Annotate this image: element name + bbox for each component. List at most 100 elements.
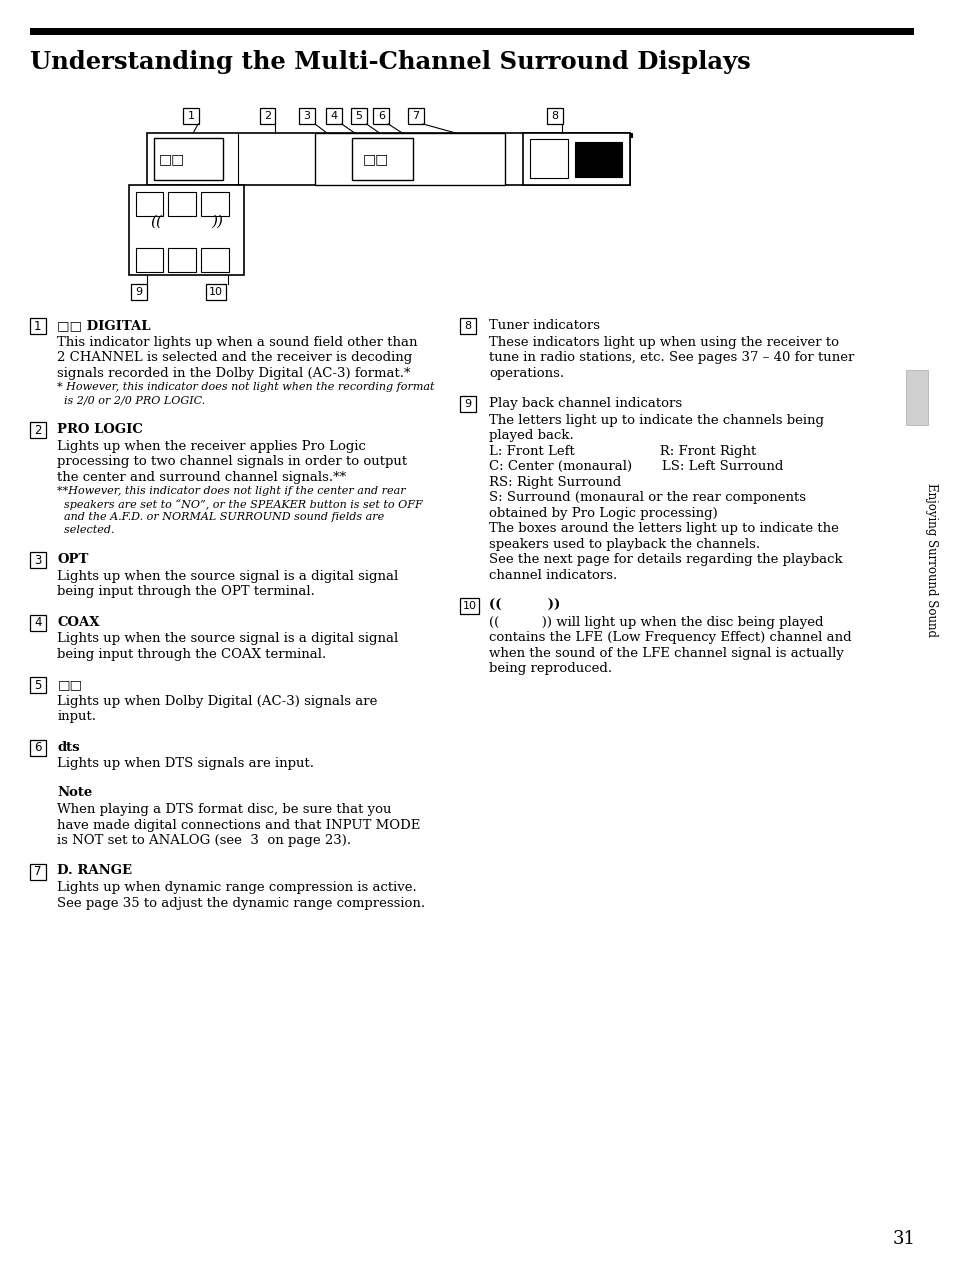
Text: contains the LFE (Low Frequency Effect) channel and: contains the LFE (Low Frequency Effect) … bbox=[489, 631, 851, 643]
Text: OPT: OPT bbox=[57, 553, 89, 566]
Text: 7: 7 bbox=[34, 865, 41, 878]
Text: ((          )): (( )) bbox=[489, 599, 560, 612]
Text: L: Front Left                    R: Front Right: L: Front Left R: Front Right bbox=[489, 445, 756, 457]
Bar bbox=[131, 284, 147, 299]
Text: ((: (( bbox=[151, 215, 162, 229]
Text: 4: 4 bbox=[330, 111, 337, 121]
Bar bbox=[459, 396, 475, 412]
Text: 8: 8 bbox=[551, 111, 558, 121]
Bar bbox=[30, 614, 46, 631]
Bar bbox=[546, 108, 562, 124]
Text: D. RANGE: D. RANGE bbox=[57, 865, 132, 878]
Text: being input through the OPT terminal.: being input through the OPT terminal. bbox=[57, 585, 315, 598]
Bar bbox=[129, 185, 243, 275]
Text: 1: 1 bbox=[188, 111, 194, 121]
Text: Play back channel indicators: Play back channel indicators bbox=[489, 397, 681, 410]
Text: 5: 5 bbox=[34, 679, 41, 692]
Text: C: Center (monaural)       LS: Left Surround: C: Center (monaural) LS: Left Surround bbox=[489, 460, 783, 473]
Text: See page 35 to adjust the dynamic range compression.: See page 35 to adjust the dynamic range … bbox=[57, 897, 425, 910]
Text: □□: □□ bbox=[57, 678, 82, 691]
Bar bbox=[259, 108, 275, 124]
Bar bbox=[30, 864, 46, 879]
Bar bbox=[201, 248, 229, 273]
Bar bbox=[30, 318, 46, 334]
Bar bbox=[326, 108, 341, 124]
Text: RS: Right Surround: RS: Right Surround bbox=[489, 475, 621, 488]
Text: being reproduced.: being reproduced. bbox=[489, 662, 612, 675]
Bar bbox=[351, 108, 366, 124]
Text: operations.: operations. bbox=[489, 367, 564, 380]
Text: )): )) bbox=[211, 215, 223, 229]
Bar bbox=[30, 676, 46, 693]
Bar bbox=[153, 138, 223, 180]
Text: is 2/0 or 2/0 PRO LOGIC.: is 2/0 or 2/0 PRO LOGIC. bbox=[57, 395, 206, 405]
Text: channel indicators.: channel indicators. bbox=[489, 568, 617, 581]
Text: □□: □□ bbox=[158, 152, 184, 166]
Text: 10: 10 bbox=[209, 287, 223, 297]
Text: Lights up when DTS signals are input.: Lights up when DTS signals are input. bbox=[57, 757, 314, 769]
Text: **However, this indicator does not light if the center and rear: **However, this indicator does not light… bbox=[57, 485, 406, 496]
Bar bbox=[522, 132, 629, 185]
Text: Note: Note bbox=[57, 786, 92, 800]
Bar bbox=[30, 28, 914, 34]
Text: Lights up when dynamic range compression is active.: Lights up when dynamic range compression… bbox=[57, 882, 416, 894]
Text: 2 CHANNEL is selected and the receiver is decoding: 2 CHANNEL is selected and the receiver i… bbox=[57, 352, 413, 364]
Text: 10: 10 bbox=[462, 601, 476, 612]
Text: * However, this indicator does not light when the recording format: * However, this indicator does not light… bbox=[57, 382, 435, 392]
Text: speakers are set to “NO”, or the SPEAKER button is set to OFF: speakers are set to “NO”, or the SPEAKER… bbox=[57, 499, 423, 510]
Text: 3: 3 bbox=[303, 111, 311, 121]
Bar bbox=[314, 132, 505, 185]
Text: processing to two channel signals in order to output: processing to two channel signals in ord… bbox=[57, 455, 407, 468]
Text: Lights up when Dolby Digital (AC-3) signals are: Lights up when Dolby Digital (AC-3) sign… bbox=[57, 694, 377, 707]
Text: and the A.F.D. or NORMAL SURROUND sound fields are: and the A.F.D. or NORMAL SURROUND sound … bbox=[57, 512, 384, 522]
Text: Lights up when the source signal is a digital signal: Lights up when the source signal is a di… bbox=[57, 632, 398, 645]
Text: □□ DIGITAL: □□ DIGITAL bbox=[57, 318, 151, 333]
Bar bbox=[30, 739, 46, 755]
Text: 7: 7 bbox=[412, 111, 419, 121]
Text: □□: □□ bbox=[362, 152, 388, 166]
Bar bbox=[169, 248, 196, 273]
Text: played back.: played back. bbox=[489, 429, 574, 442]
Text: input.: input. bbox=[57, 710, 96, 724]
Text: These indicators light up when using the receiver to: These indicators light up when using the… bbox=[489, 335, 839, 349]
Bar bbox=[352, 138, 413, 180]
Bar bbox=[30, 422, 46, 438]
Text: speakers used to playback the channels.: speakers used to playback the channels. bbox=[489, 538, 760, 550]
Bar bbox=[201, 192, 229, 217]
Text: is NOT set to ANALOG (see  3  on page 23).: is NOT set to ANALOG (see 3 on page 23). bbox=[57, 834, 352, 847]
Text: dts: dts bbox=[57, 740, 80, 753]
Text: Lights up when the source signal is a digital signal: Lights up when the source signal is a di… bbox=[57, 569, 398, 582]
Text: The boxes around the letters light up to indicate the: The boxes around the letters light up to… bbox=[489, 522, 839, 535]
Bar bbox=[169, 192, 196, 217]
Text: 2: 2 bbox=[34, 423, 41, 437]
Text: COAX: COAX bbox=[57, 615, 100, 628]
Text: See the next page for details regarding the playback: See the next page for details regarding … bbox=[489, 553, 842, 566]
Text: The letters light up to indicate the channels being: The letters light up to indicate the cha… bbox=[489, 414, 823, 427]
Text: Lights up when the receiver applies Pro Logic: Lights up when the receiver applies Pro … bbox=[57, 440, 366, 452]
Text: 2: 2 bbox=[264, 111, 271, 121]
Text: selected.: selected. bbox=[57, 525, 115, 535]
Text: when the sound of the LFE channel signal is actually: when the sound of the LFE channel signal… bbox=[489, 646, 843, 660]
Text: When playing a DTS format disc, be sure that you: When playing a DTS format disc, be sure … bbox=[57, 803, 392, 817]
Text: have made digital connections and that INPUT MODE: have made digital connections and that I… bbox=[57, 818, 420, 832]
Text: Understanding the Multi-Channel Surround Displays: Understanding the Multi-Channel Surround… bbox=[30, 50, 750, 74]
Bar bbox=[30, 552, 46, 568]
Bar bbox=[206, 284, 226, 299]
Bar bbox=[135, 248, 163, 273]
Text: the center and surround channel signals.**: the center and surround channel signals.… bbox=[57, 470, 346, 484]
Bar bbox=[147, 132, 632, 138]
Text: ((          )) will light up when the disc being played: (( )) will light up when the disc being … bbox=[489, 615, 823, 628]
Text: Enjoying Surround Sound: Enjoying Surround Sound bbox=[923, 483, 937, 637]
Text: 8: 8 bbox=[463, 321, 471, 331]
Bar bbox=[374, 108, 389, 124]
Text: being input through the COAX terminal.: being input through the COAX terminal. bbox=[57, 647, 326, 660]
Text: 6: 6 bbox=[34, 741, 41, 754]
Text: 3: 3 bbox=[34, 553, 41, 567]
Text: PRO LOGIC: PRO LOGIC bbox=[57, 423, 143, 436]
Text: S: Surround (monaural or the rear components: S: Surround (monaural or the rear compon… bbox=[489, 490, 805, 505]
Text: tune in radio stations, etc. See pages 37 – 40 for tuner: tune in radio stations, etc. See pages 3… bbox=[489, 352, 854, 364]
Bar bbox=[574, 141, 621, 177]
Text: 31: 31 bbox=[891, 1229, 915, 1249]
Bar bbox=[147, 132, 629, 185]
Bar bbox=[459, 318, 475, 334]
